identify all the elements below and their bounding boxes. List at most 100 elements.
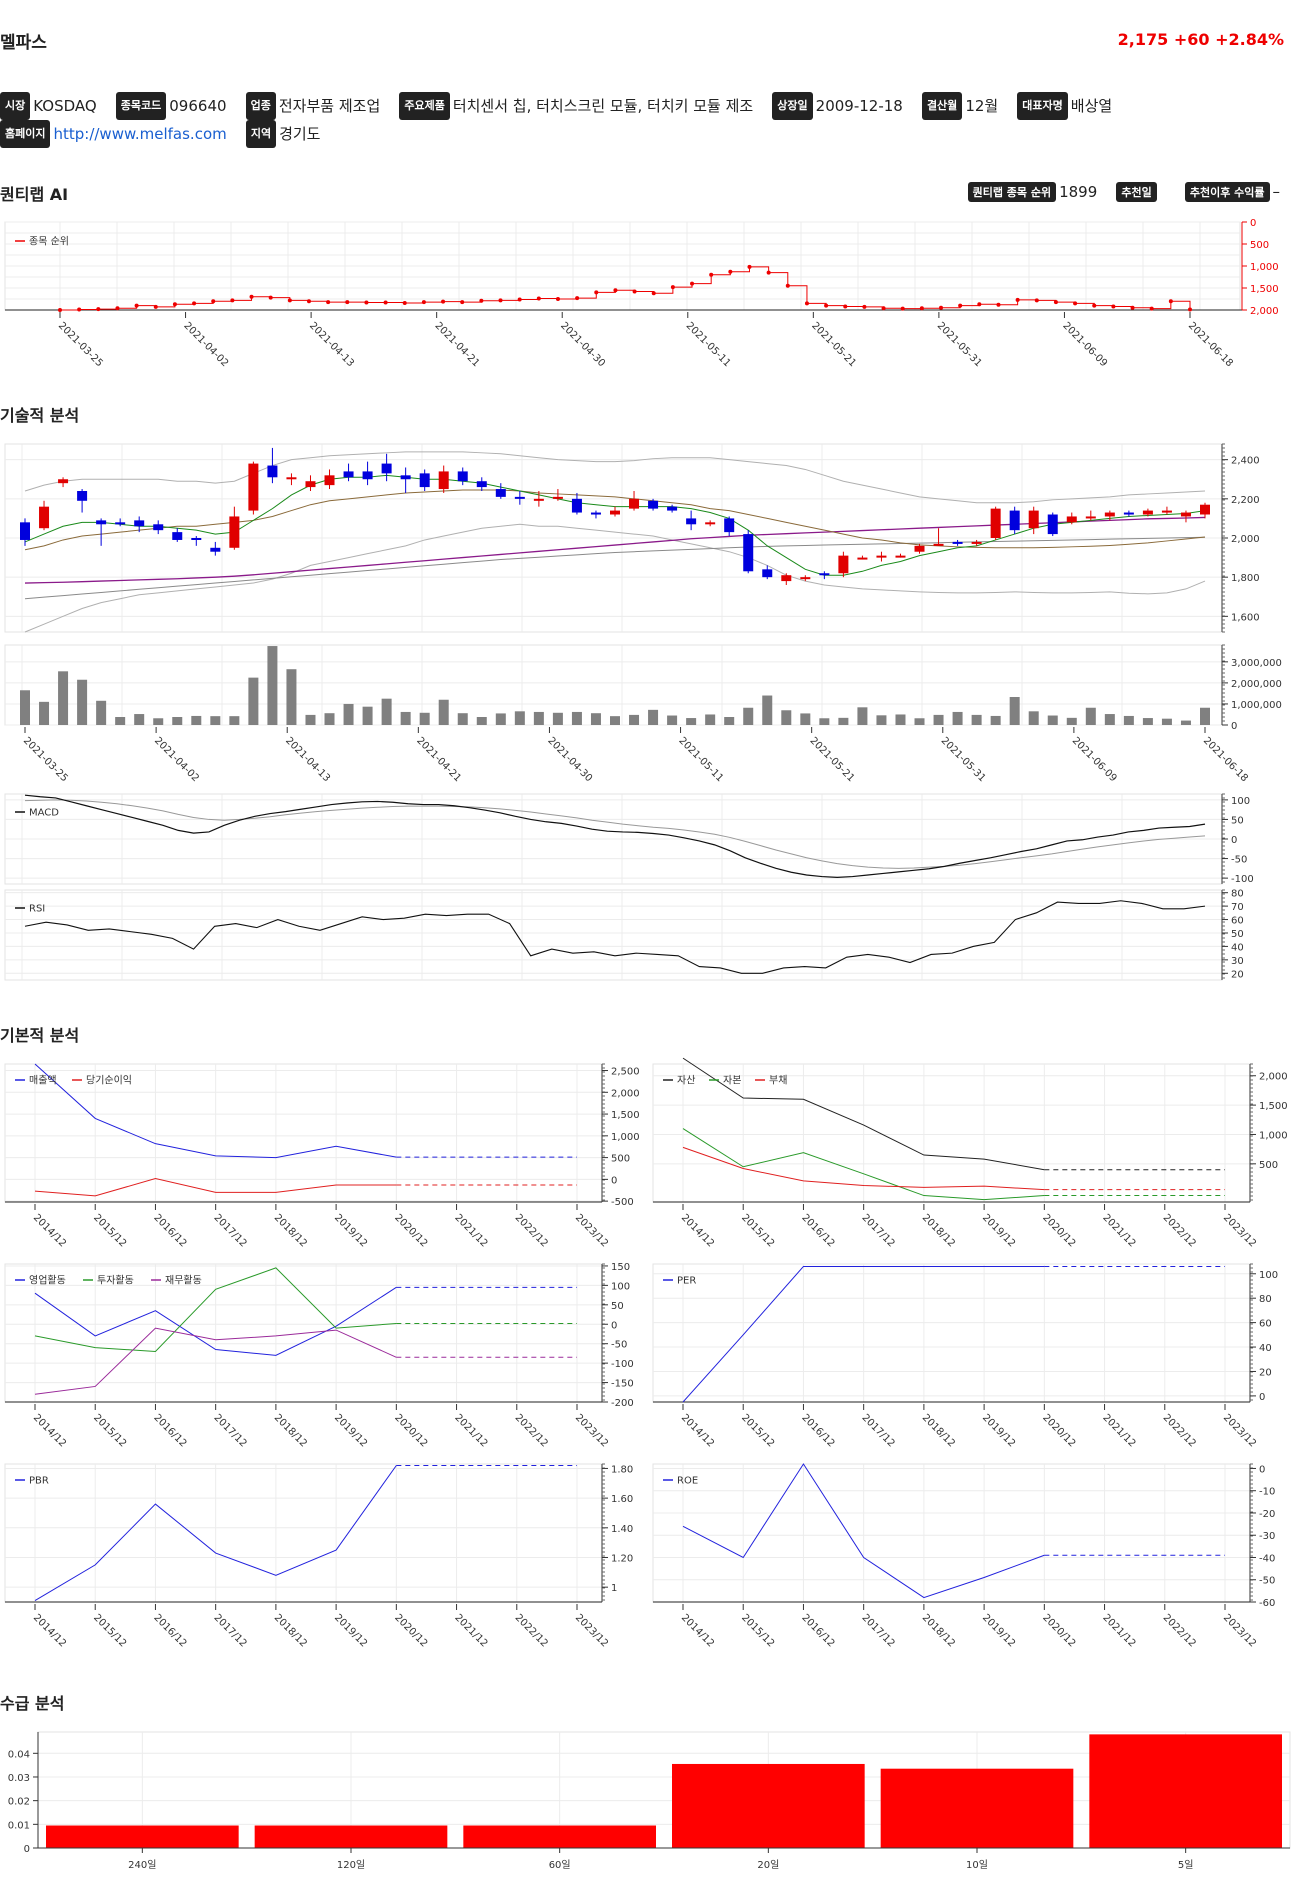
- x-tick-label: 2021/12: [452, 1612, 489, 1649]
- x-tick-label: 2019/12: [980, 1412, 1017, 1449]
- x-tick-label: 2021-03-25: [56, 320, 105, 369]
- x-tick-label: 2021-04-21: [414, 735, 463, 784]
- rank-point: [670, 285, 675, 290]
- technical-section-title: 기술적 분석: [0, 406, 80, 425]
- candle-body: [762, 569, 773, 578]
- volume-bar: [514, 711, 525, 725]
- rank-point: [1149, 306, 1154, 311]
- x-tick-label: 120일: [337, 1859, 365, 1871]
- x-tick-label: 2021-05-21: [809, 320, 858, 369]
- volume-bar: [952, 711, 963, 725]
- y-tick-label: 1,000,000: [1231, 700, 1282, 711]
- volume-bar: [438, 699, 449, 725]
- volume-bar: [324, 713, 335, 725]
- series-line: [682, 1265, 1045, 1403]
- series-line: [34, 1465, 397, 1601]
- candle-body: [667, 506, 678, 511]
- income-chart: -500 0 500 1,000 1,500 2,000 2,500 2014/12 2015/…: [4, 1063, 640, 1249]
- candle-body: [381, 463, 392, 474]
- y-tick-label: -150: [611, 1379, 634, 1390]
- macd-chart: -100 -50 0 50 100 MACD: [4, 793, 1254, 885]
- volume-bar: [800, 713, 811, 725]
- rank-point: [1168, 299, 1173, 304]
- candle-body: [438, 471, 449, 490]
- y-tick-label: -100: [611, 1359, 634, 1370]
- candle-body: [1028, 510, 1039, 529]
- volume-bar: [533, 711, 544, 725]
- rank-point: [460, 300, 465, 305]
- y-tick-label: 40: [1231, 942, 1244, 953]
- industry-value: 전자부품 제조업: [278, 97, 381, 115]
- x-tick-label: 2019/12: [332, 1212, 369, 1249]
- volume-bar: [267, 646, 278, 725]
- homepage-link[interactable]: http://www.melfas.com: [53, 125, 227, 143]
- plot-frame: [652, 1463, 1251, 1603]
- x-tick-label: 2021/12: [1100, 1212, 1137, 1249]
- rank-point: [287, 298, 292, 303]
- roe-chart: -60 -50 -40 -30 -20 -10 0 2014/12 2015/12 2016/12…: [652, 1463, 1275, 1649]
- rank-point: [536, 296, 541, 301]
- y-tick-label: 1.40: [611, 1524, 633, 1535]
- x-tick-label: 2017/12: [860, 1212, 897, 1249]
- legend-label: RSI: [29, 904, 45, 915]
- volume-bar: [153, 718, 164, 725]
- y-tick-label: 2,400: [1231, 456, 1260, 467]
- x-tick-label: 2020/12: [392, 1412, 429, 1449]
- volume-bar: [590, 713, 601, 725]
- y-tick-label: 0: [1259, 1392, 1265, 1403]
- x-tick-label: 2016/12: [151, 1612, 188, 1649]
- x-tick-label: 240일: [128, 1859, 156, 1871]
- candle-body: [153, 524, 164, 531]
- y-tick-label: 100: [1259, 1270, 1278, 1281]
- volume-bar: [1180, 720, 1191, 725]
- x-tick-label: 2020/12: [392, 1212, 429, 1249]
- volume-bar: [724, 717, 735, 725]
- rank-point: [651, 291, 656, 296]
- y-tick-label: 0.04: [8, 1749, 30, 1760]
- volume-bar: [39, 701, 50, 725]
- candle-body: [115, 522, 126, 525]
- rank-point: [728, 269, 733, 274]
- x-tick-label: 2021-05-21: [808, 735, 857, 784]
- candle-body: [648, 500, 659, 509]
- rank-point: [58, 308, 62, 312]
- y-tick-label: 20: [1259, 1367, 1272, 1378]
- volume-bar: [191, 715, 202, 725]
- volume-bar: [400, 711, 411, 725]
- legend-label: 부채: [769, 1075, 787, 1087]
- x-tick-label: 2015/12: [91, 1412, 128, 1449]
- y-tick-label: -30: [1259, 1531, 1275, 1542]
- x-tick-label: 2017/12: [860, 1412, 897, 1449]
- supply-bar: [463, 1825, 656, 1848]
- y-tick-label: 0: [611, 1175, 617, 1186]
- candle-body: [933, 543, 944, 546]
- candle-body: [495, 489, 506, 497]
- y-tick-label: 50: [1231, 929, 1244, 940]
- candlestick-chart: 1,600 1,800 2,000 2,200 2,400: [4, 443, 1260, 633]
- candle-body: [191, 538, 202, 540]
- return-label: 추천이후 수익률: [1184, 181, 1270, 202]
- y-tick-label: 500: [611, 1154, 630, 1165]
- x-tick-label: 2021-04-21: [433, 320, 482, 369]
- rank-point: [919, 306, 924, 311]
- plot-frame: [652, 1063, 1251, 1203]
- y-tick-label: 60: [1259, 1319, 1272, 1330]
- y-tick-label: -200: [611, 1398, 634, 1409]
- volume-bar: [686, 718, 697, 725]
- x-tick-label: 2021-04-30: [558, 320, 607, 369]
- x-tick-label: 2020/12: [1040, 1612, 1077, 1649]
- volume-chart: 0 1,000,000 2,000,000 3,000,000 2021-03-25 20…: [4, 644, 1282, 784]
- rank-point: [1188, 307, 1192, 312]
- candle-body: [457, 471, 468, 482]
- x-tick-label: 2016/12: [151, 1412, 188, 1449]
- volume-bar: [705, 714, 716, 725]
- x-tick-label: 2021-05-11: [684, 320, 733, 369]
- volume-bar: [457, 713, 468, 725]
- x-tick-label: 2021-05-31: [939, 735, 988, 784]
- y-tick-label: 1.20: [611, 1553, 633, 1564]
- volume-bar: [58, 671, 69, 725]
- volume-bar: [571, 711, 582, 725]
- ma20-line: [24, 489, 1206, 551]
- y-tick-label: 1,800: [1231, 573, 1260, 584]
- plot-frame: [4, 889, 1223, 981]
